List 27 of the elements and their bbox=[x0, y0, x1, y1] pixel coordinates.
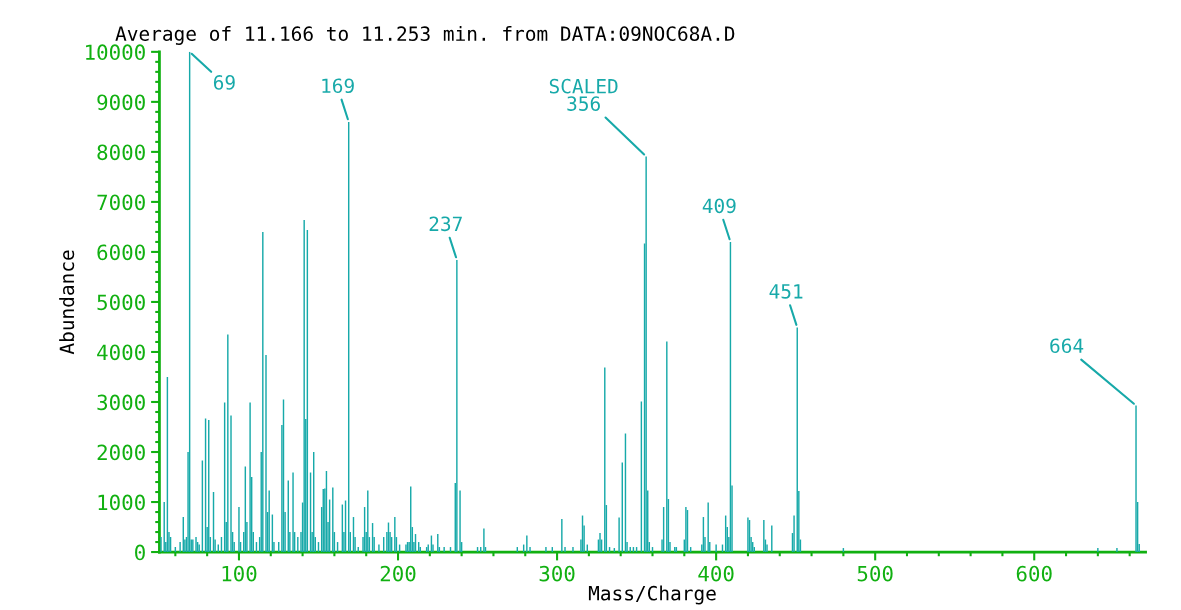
annotation: 664 bbox=[1050, 338, 1084, 354]
y-tick-label: 5000 bbox=[97, 294, 145, 311]
y-tick-label: 0 bbox=[135, 544, 145, 561]
x-tick-label: 600 bbox=[1016, 565, 1052, 582]
chart-title: Average of 11.166 to 11.253 min. from DATA:09NOC68A.D bbox=[115, 25, 735, 45]
annotation: 451 bbox=[769, 284, 803, 299]
y-tick-label: 6000 bbox=[97, 244, 145, 261]
annotation: 169 bbox=[322, 78, 354, 94]
annotation: 237 bbox=[429, 216, 462, 232]
annotation: SCALED 356 bbox=[549, 78, 618, 111]
y-tick-label: 1000 bbox=[98, 494, 145, 511]
y-axis-title: Abundance bbox=[59, 250, 75, 355]
annotation: 69 bbox=[213, 75, 235, 90]
y-tick-label: 7000 bbox=[97, 194, 145, 211]
y-tick-label: 3000 bbox=[97, 394, 145, 411]
x-tick-label: 400 bbox=[698, 565, 734, 582]
x-tick-label: 100 bbox=[222, 565, 257, 582]
y-tick-label: 2000 bbox=[97, 444, 145, 461]
y-tick-label: 8000 bbox=[97, 144, 145, 161]
y-tick-label: 10000 bbox=[86, 44, 145, 61]
x-tick-label: 500 bbox=[857, 565, 893, 582]
annotation: 409 bbox=[702, 198, 736, 214]
y-tick-label: 4000 bbox=[97, 344, 145, 361]
x-axis-title: Mass/Charge bbox=[588, 585, 716, 605]
y-tick-label: 9000 bbox=[97, 94, 145, 111]
x-tick-label: 200 bbox=[380, 565, 416, 582]
x-tick-label: 300 bbox=[539, 565, 575, 582]
